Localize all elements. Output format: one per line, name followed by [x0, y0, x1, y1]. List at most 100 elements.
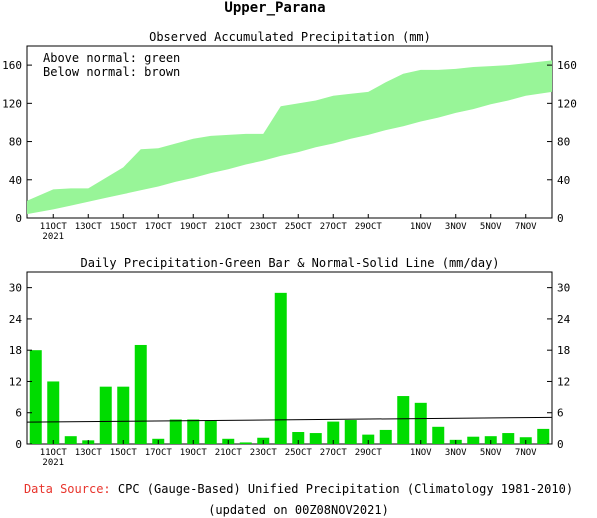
accum-plot-frame — [26, 45, 553, 219]
daily-ytick-label-left: 6 — [15, 407, 22, 420]
accum-xtick-label: 23OCT — [250, 222, 278, 232]
daily-bar — [467, 436, 480, 444]
data-source-line: Data Source: CPC (Gauge-Based) Unified P… — [0, 482, 597, 496]
daily-year-label: 2021 — [42, 458, 64, 468]
daily-xtick-label: 23OCT — [250, 448, 278, 458]
daily-ytick-label-right: 12 — [557, 375, 570, 388]
accum-xtick-label: 27OCT — [320, 222, 348, 232]
daily-bar — [29, 350, 42, 444]
daily-ytick-label-left: 24 — [9, 313, 23, 326]
daily-xaxis: 11OCT 13OCT 15OCT 17OCT 19OCT 21OCT 23OCT 25OCT… — [40, 440, 537, 468]
daily-ytick-label-right: 6 — [557, 407, 564, 420]
data-source-label: Data Source: — [23, 482, 111, 496]
daily-chart-title: Daily Precipitation-Green Bar & Normal-S… — [80, 256, 499, 270]
updated-text: (updated on 00Z08NOV2021) — [208, 503, 389, 517]
daily-bar — [397, 396, 410, 444]
daily-bar — [292, 432, 305, 444]
daily-xtick-label: 1NOV — [410, 448, 432, 458]
accum-above-normal-area — [27, 60, 552, 215]
updated-line: (updated on 00Z08NOV2021) — [0, 503, 597, 517]
accum-xtick-label: 29OCT — [355, 222, 383, 232]
daily-xtick-label: 7NOV — [515, 448, 537, 458]
daily-xtick-label: 15OCT — [110, 448, 138, 458]
accum-right-yaxis: 0 40 80 120 160 — [547, 59, 577, 225]
accum-ytick-label-left: 40 — [9, 174, 22, 187]
accum-ytick-label-left: 0 — [15, 212, 22, 225]
accum-ytick-label-right: 80 — [557, 136, 570, 149]
daily-xtick-label: 19OCT — [180, 448, 208, 458]
daily-xtick-label: 29OCT — [355, 448, 383, 458]
accum-xtick-label: 3NOV — [445, 222, 467, 232]
daily-bar — [117, 386, 130, 444]
accum-ytick-label-right: 160 — [557, 59, 577, 72]
daily-plot-area: 0 6 12 18 24 30 0 6 12 18 24 30 11OCT 13OCT 15OCT 17O… — [9, 271, 571, 468]
accum-xtick-label: 19OCT — [180, 222, 208, 232]
daily-bar — [204, 420, 217, 444]
daily-xtick-label: 25OCT — [285, 448, 313, 458]
daily-ytick-label-right: 30 — [557, 282, 570, 295]
daily-bar — [64, 436, 77, 444]
legend-above-normal: Above normal: green — [43, 51, 180, 65]
page-title: Upper_Parana — [224, 0, 325, 16]
daily-bar — [362, 434, 375, 444]
daily-ytick-label-right: 24 — [557, 313, 571, 326]
daily-left-yaxis: 0 6 12 18 24 30 — [9, 282, 32, 451]
data-source-text: CPC (Gauge-Based) Unified Precipitation … — [117, 482, 574, 496]
daily-ytick-label-left: 12 — [9, 375, 22, 388]
accum-ytick-label-right: 0 — [557, 212, 564, 225]
accum-ytick-label-left: 120 — [2, 97, 22, 110]
daily-bar — [502, 433, 515, 444]
daily-bar — [134, 344, 147, 444]
daily-xtick-label: 5NOV — [480, 448, 502, 458]
daily-plot-frame — [26, 271, 553, 445]
daily-bar — [169, 419, 182, 444]
daily-ytick-label-left: 18 — [9, 344, 22, 357]
accum-xtick-label: 7NOV — [515, 222, 537, 232]
daily-xtick-label: 27OCT — [320, 448, 348, 458]
accum-ytick-label-left: 160 — [2, 59, 22, 72]
daily-xtick-label: 13OCT — [75, 448, 103, 458]
accum-xtick-label: 17OCT — [145, 222, 173, 232]
accum-year-label: 2021 — [42, 232, 64, 242]
accum-ytick-label-right: 120 — [557, 97, 577, 110]
accum-xtick-label: 15OCT — [110, 222, 138, 232]
daily-bar — [187, 419, 200, 444]
legend-below-normal: Below normal: brown — [43, 65, 180, 79]
daily-bar — [274, 292, 287, 444]
daily-bar — [432, 426, 445, 444]
daily-xtick-label: 21OCT — [215, 448, 243, 458]
daily-bar — [537, 428, 550, 444]
accum-above-normal-fill — [27, 60, 552, 215]
accum-left-yaxis: 0 40 80 120 160 — [2, 59, 32, 225]
accum-xaxis: 11OCT 13OCT 15OCT 17OCT 19OCT 21OCT 23OCT 25OCT… — [40, 214, 537, 242]
daily-right-yaxis: 0 6 12 18 24 30 — [547, 282, 571, 451]
daily-ytick-label-left: 0 — [15, 438, 22, 451]
daily-xtick-label: 11OCT — [40, 448, 68, 458]
accum-ytick-label-left: 80 — [9, 136, 22, 149]
daily-xtick-label: 3NOV — [445, 448, 467, 458]
daily-bar — [327, 421, 340, 444]
daily-bar — [47, 381, 60, 444]
daily-bar — [379, 429, 392, 444]
daily-ytick-label-right: 0 — [557, 438, 564, 451]
daily-xtick-label: 17OCT — [145, 448, 173, 458]
accum-chart-title: Observed Accumulated Precipitation (mm) — [149, 30, 431, 44]
daily-bar — [344, 420, 357, 444]
accum-xtick-label: 21OCT — [215, 222, 243, 232]
daily-ytick-label-right: 18 — [557, 344, 570, 357]
accum-xtick-label: 13OCT — [75, 222, 103, 232]
accum-xtick-label: 1NOV — [410, 222, 432, 232]
accum-xtick-label: 5NOV — [480, 222, 502, 232]
daily-bar — [99, 386, 112, 444]
accum-xtick-label: 11OCT — [40, 222, 68, 232]
daily-bar — [414, 402, 427, 444]
daily-ytick-label-left: 30 — [9, 282, 22, 295]
daily-normal-line — [26, 416, 553, 423]
daily-normal-line-group — [26, 416, 553, 423]
accum-ytick-label-right: 40 — [557, 174, 570, 187]
accum-xtick-label: 25OCT — [285, 222, 313, 232]
daily-bars — [29, 292, 550, 444]
daily-bar — [309, 433, 322, 444]
